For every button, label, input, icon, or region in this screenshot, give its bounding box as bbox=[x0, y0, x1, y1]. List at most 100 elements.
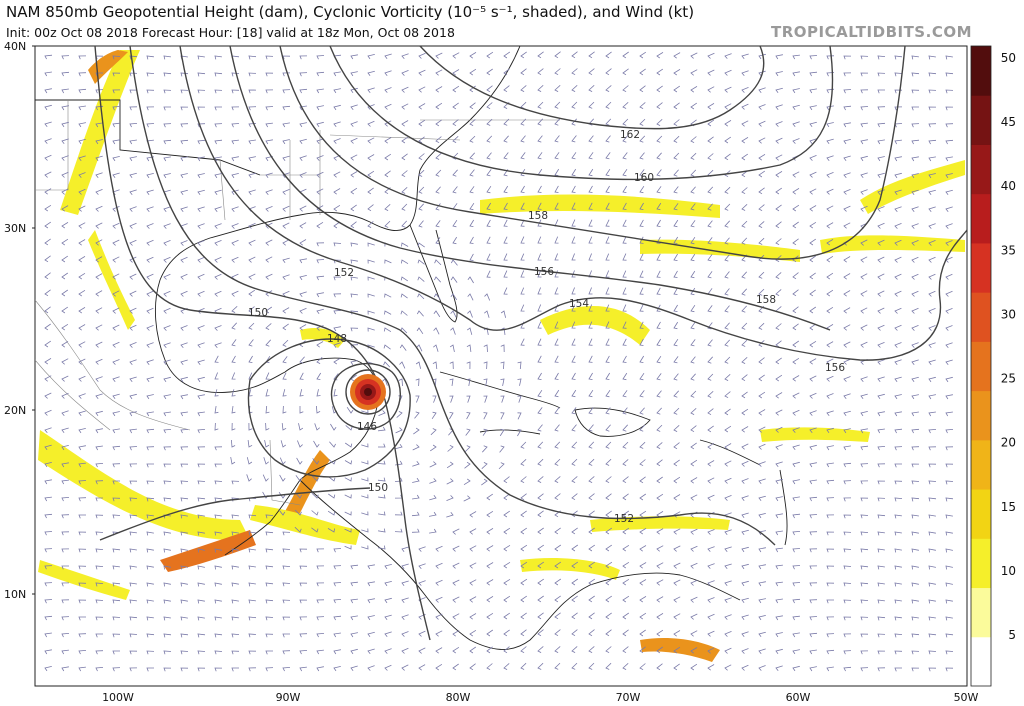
wind-barb bbox=[112, 548, 121, 553]
wind-barb bbox=[673, 390, 679, 398]
wind-barb bbox=[446, 512, 454, 518]
wind-barb bbox=[180, 650, 189, 655]
wind-barb bbox=[265, 389, 270, 397]
wind-barb bbox=[469, 52, 477, 59]
wind-barb bbox=[346, 406, 354, 414]
wind-barb bbox=[163, 240, 171, 246]
wind-barb bbox=[294, 526, 302, 533]
wind-barb bbox=[894, 565, 902, 570]
wind-barb bbox=[452, 236, 458, 245]
wind-barb bbox=[860, 599, 869, 604]
wind-barb bbox=[894, 548, 902, 553]
wind-barb bbox=[656, 390, 662, 398]
wind-barb bbox=[656, 545, 664, 552]
wind-barb bbox=[129, 582, 137, 587]
wind-barb bbox=[520, 493, 527, 501]
wind-barb bbox=[248, 531, 256, 536]
wind-barb bbox=[316, 341, 324, 348]
wind-barb bbox=[146, 599, 154, 604]
wind-barb bbox=[316, 389, 321, 397]
wind-barb bbox=[673, 236, 679, 244]
wind-barb bbox=[163, 480, 172, 485]
wind-barb bbox=[843, 172, 851, 178]
wind-barb bbox=[401, 597, 409, 603]
wind-barb bbox=[350, 598, 358, 604]
wind-barb bbox=[180, 616, 188, 621]
colorbar-tick-label: 25 bbox=[1001, 372, 1016, 386]
wind-barb bbox=[928, 290, 936, 297]
wind-barb bbox=[486, 663, 493, 671]
wind-barb bbox=[724, 186, 731, 194]
wind-barb bbox=[741, 120, 749, 127]
wind-barb bbox=[112, 565, 120, 570]
wind-barb bbox=[860, 205, 868, 212]
wind-barb bbox=[248, 514, 257, 519]
wind-barb bbox=[622, 219, 627, 227]
wind-barb bbox=[282, 239, 290, 246]
wind-barb bbox=[758, 340, 765, 347]
wind-barb bbox=[197, 582, 205, 587]
wind-barb bbox=[197, 463, 206, 468]
wind-barb bbox=[639, 202, 644, 210]
wind-barb bbox=[333, 615, 342, 621]
wind-barb bbox=[775, 444, 783, 450]
wind-barb bbox=[214, 290, 222, 297]
wind-barb bbox=[945, 565, 953, 570]
wind-barb bbox=[673, 356, 679, 364]
colorbar-cell bbox=[971, 341, 991, 392]
wind-barb bbox=[282, 139, 290, 145]
wind-barb bbox=[112, 393, 120, 400]
wind-barb bbox=[214, 223, 222, 229]
wind-barb bbox=[707, 52, 715, 59]
wind-barb bbox=[146, 616, 154, 621]
wind-barb bbox=[690, 236, 696, 245]
wind-barb bbox=[163, 376, 171, 383]
contour-152 bbox=[129, 46, 776, 546]
wind-barb bbox=[639, 476, 646, 484]
wind-barb bbox=[61, 497, 70, 502]
wind-barb bbox=[328, 459, 336, 465]
wind-barb bbox=[622, 338, 627, 346]
wind-barb bbox=[945, 290, 953, 297]
wind-barb bbox=[333, 599, 342, 604]
wind-barb bbox=[843, 89, 852, 94]
wind-barb bbox=[231, 239, 239, 246]
wind-barb bbox=[537, 253, 542, 261]
wind-barb bbox=[860, 122, 868, 128]
wind-barb bbox=[328, 476, 336, 482]
wind-barb bbox=[231, 89, 240, 94]
wind-barb bbox=[129, 650, 138, 655]
wind-barb bbox=[469, 545, 477, 552]
wind-barb bbox=[246, 457, 253, 465]
wind-barb bbox=[826, 427, 834, 434]
wind-barb bbox=[605, 202, 610, 210]
wind-barb bbox=[860, 565, 869, 570]
wind-barb bbox=[945, 616, 953, 621]
wind-barb bbox=[605, 152, 611, 160]
wind-barb bbox=[724, 170, 731, 178]
wind-barb bbox=[877, 139, 885, 145]
wind-barb bbox=[622, 612, 630, 620]
wind-barb bbox=[622, 253, 627, 261]
wind-barb bbox=[197, 206, 205, 212]
wind-barb bbox=[146, 273, 154, 280]
wind-barb bbox=[95, 290, 103, 297]
wind-barb bbox=[690, 528, 698, 535]
wind-barb bbox=[911, 173, 919, 179]
lat-label: 10N bbox=[4, 588, 26, 601]
wind-barb bbox=[622, 185, 628, 193]
wind-barb bbox=[537, 202, 542, 210]
wind-barb bbox=[435, 596, 443, 603]
wind-barb bbox=[197, 156, 205, 162]
wind-barb bbox=[61, 88, 69, 94]
wind-barb bbox=[656, 562, 664, 569]
wind-barb bbox=[656, 476, 663, 484]
wind-barb bbox=[452, 52, 460, 59]
wind-barb bbox=[377, 477, 386, 482]
wind-barb bbox=[265, 239, 273, 246]
wind-barb bbox=[588, 424, 594, 432]
wind-barb bbox=[537, 270, 542, 278]
wind-barb bbox=[299, 616, 308, 621]
wind-barb bbox=[95, 599, 104, 604]
wind-barb bbox=[432, 395, 437, 403]
